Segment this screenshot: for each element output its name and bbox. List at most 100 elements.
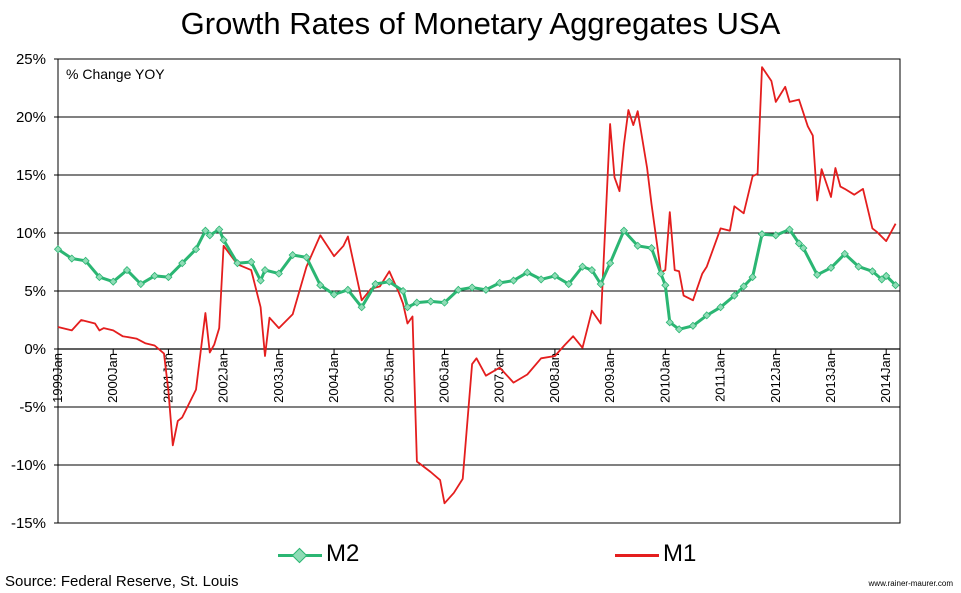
data-point-m2 [877,275,886,284]
data-point-m2 [578,262,587,271]
data-point-m2 [794,239,804,248]
data-point-m2 [426,297,435,306]
data-point-m2 [739,282,748,291]
data-point-m2 [247,257,256,267]
y-tick-label: -15% [11,515,46,532]
data-point-m2 [675,325,684,334]
data-point-m2 [813,270,822,279]
series-line-m1 [57,66,897,505]
y-axis: 25% 20% 15% 10% 5% 0% -5% -10% -15% [11,51,58,532]
data-point-m2 [523,268,532,277]
x-tick-label: 2011Jan [713,353,728,402]
gridlines [58,58,900,524]
data-point-m2 [136,279,145,289]
watermark: www.rainer-maurer.com [868,579,953,588]
y-tick-label: 5% [24,283,46,300]
x-tick-label: 2012Jan [768,353,783,403]
data-point-m2 [647,244,656,253]
data-point-m2 [481,285,490,294]
data-point-m2 [302,253,311,262]
data-point-m2 [854,262,863,271]
data-point-m2 [665,318,674,327]
data-point-m2 [587,266,596,275]
data-point-m2 [688,321,698,330]
x-tick-label: 2001Jan [160,353,175,403]
data-point-m2 [826,263,836,272]
data-point-m2 [329,290,339,299]
series-line-m2 [57,228,897,331]
data-point-m2 [619,226,629,235]
data-point-m2 [81,256,90,265]
data-point-m2 [412,298,421,307]
x-tick-label: 2005Jan [381,353,396,403]
data-point-m2 [509,276,518,285]
data-point-m2 [274,269,283,278]
x-tick-label: 2013Jan [823,353,838,403]
x-tick-label: 2010Jan [657,353,672,403]
source-note: Source: Federal Reserve, St. Louis [5,573,239,590]
data-point-m2 [702,311,711,320]
legend-marker-m2 [291,547,308,564]
data-point-m2 [233,259,242,268]
x-tick-label: 2000Jan [105,353,120,403]
chart-title: Growth Rates of Monetary Aggregates USA [180,6,781,41]
x-tick-label: 2008Jan [547,353,562,403]
data-point-m2 [178,259,187,268]
data-point-m2 [260,266,270,275]
x-tick-label: 1999Jan [50,353,65,403]
y-tick-label: -10% [11,457,46,474]
data-point-m2 [191,245,201,254]
x-tick-label: 2002Jan [216,353,231,403]
legend-label-m2: M2 [326,540,360,567]
data-point-m2 [550,271,559,280]
data-point-m2 [219,235,228,245]
data-point-m2 [785,225,794,234]
data-point-m2 [771,231,780,240]
data-point-m2 [840,249,849,258]
y-tick-label: 25% [16,51,46,68]
data-point-m2 [316,281,325,290]
data-point-m2 [95,273,104,282]
x-tick-label: 2014Jan [878,353,893,403]
data-point-m2 [343,285,352,294]
data-point-m2 [748,273,757,282]
y-tick-label: 10% [16,225,46,242]
data-point-m2 [730,291,739,300]
x-tick-label: 2003Jan [271,353,286,403]
data-point-m2 [716,303,725,312]
data-point-m2 [757,230,767,239]
x-tick-label: 2009Jan [602,353,617,403]
data-point-m2 [656,269,665,278]
data-point-m2 [440,298,449,307]
data-point-m2 [799,244,808,253]
data-point-m2 [109,277,118,286]
data-point-m2 [537,275,546,284]
y-tick-label: 0% [24,341,46,358]
data-point-m2 [661,281,670,290]
legend-label-m1: M1 [663,540,697,567]
x-tick-label: 2004Jan [326,353,341,403]
series-markers [53,225,900,334]
data-point-m2 [868,267,877,276]
data-point-m2 [288,250,297,260]
data-point-m2 [891,281,900,290]
data-point-m2 [357,303,366,312]
data-point-m2 [606,259,615,268]
y-tick-label: -5% [19,399,46,416]
data-point-m2 [67,254,76,263]
data-point-m2 [371,279,380,289]
x-tick-label: 2007Jan [492,353,507,403]
data-point-m2 [385,277,394,286]
data-point-m2 [201,226,210,235]
x-tick-label: 2006Jan [436,353,451,403]
data-point-m2 [256,276,265,285]
data-point-m2 [596,279,605,289]
data-point-m2 [882,271,891,280]
x-axis: 1999Jan 2000Jan 2001Jan 2002Jan 2003Jan 2004J… [50,349,893,403]
y-tick-label: 15% [16,167,46,184]
legend-swatch-m1 [615,554,659,557]
data-point-m2 [205,231,214,240]
legend-item-m1: M1 [615,540,725,570]
data-point-m2 [164,273,173,282]
